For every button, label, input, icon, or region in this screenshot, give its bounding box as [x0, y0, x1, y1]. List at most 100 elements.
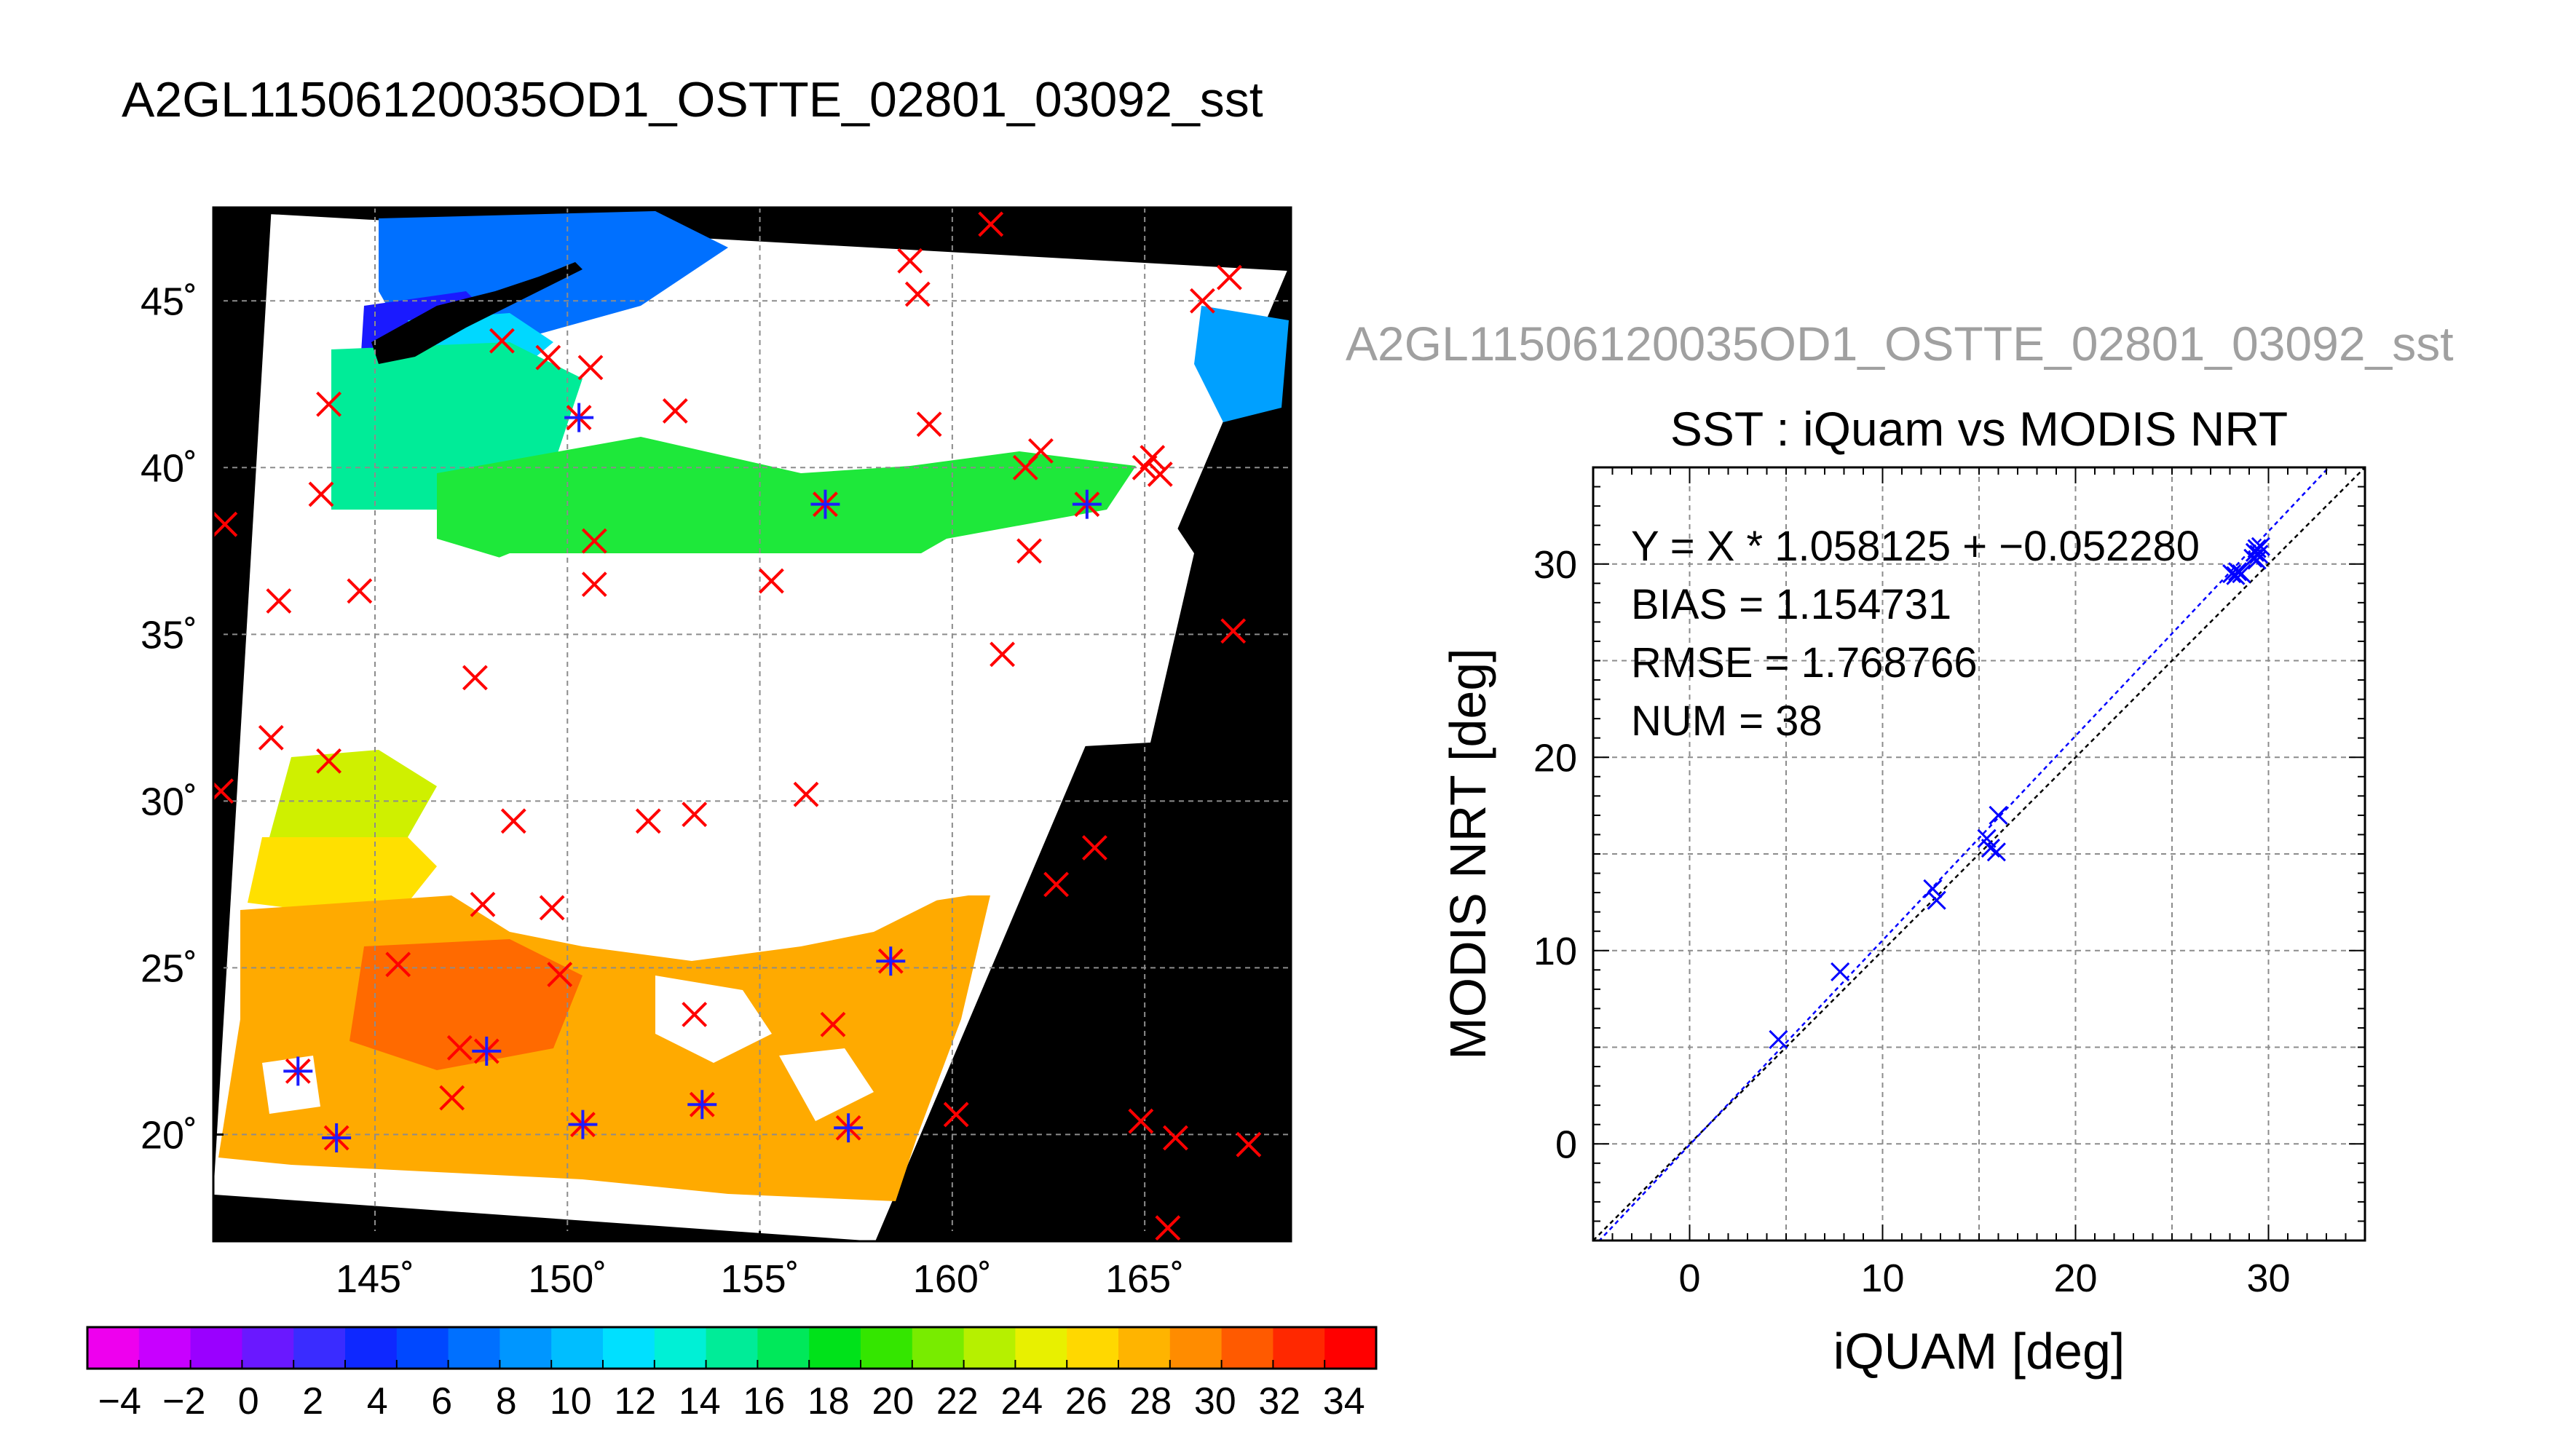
colorbar-swatch: [293, 1327, 346, 1369]
red-x-marker: [539, 895, 565, 921]
red-x-marker: [547, 962, 573, 987]
red-x-marker: [759, 568, 784, 594]
red-x-marker: [535, 344, 561, 371]
scatter-point: [2251, 537, 2270, 556]
matched-star-marker: [472, 1036, 502, 1066]
colorbar-tick-label: 6: [431, 1380, 452, 1423]
red-x-marker: [793, 781, 819, 807]
red-x-marker: [489, 328, 515, 354]
scatter-point: [1927, 890, 1946, 910]
red-x-marker: [446, 1034, 473, 1061]
red-x-marker: [385, 951, 411, 978]
map-y-tick-label: 35˚: [141, 613, 197, 657]
scatter-y-axis-label: MODIS NRT [deg]: [1440, 648, 1496, 1059]
red-x-marker: [978, 211, 1004, 237]
map-x-tick-label: 145˚: [336, 1257, 414, 1301]
colorbar-swatch: [87, 1327, 140, 1369]
scatter-point: [1977, 828, 1997, 848]
colorbar-tick-label: 30: [1194, 1380, 1236, 1423]
scatter-frame: [1592, 466, 2366, 1242]
map-grid: [213, 207, 1291, 1241]
colorbar-tick-label: 20: [872, 1380, 914, 1423]
red-x-marker: [266, 588, 292, 614]
map-y-ticks: 20˚ 25˚ 30˚ 35˚ 40˚ 45˚: [141, 280, 224, 1157]
scatter-panel: SST : iQuam vs MODIS NRT 0 10 20 30 0 10 20 30…: [1440, 402, 2366, 1380]
scatter-point: [1981, 838, 2000, 858]
sst-region-yellow-green: [269, 750, 437, 859]
scatter-y-tick-label: 30: [1533, 543, 1577, 587]
scatter-point: [2243, 548, 2263, 568]
red-x-marker: [347, 578, 373, 604]
red-x-marker: [820, 1011, 846, 1037]
colorbar-tick-label: 4: [367, 1380, 388, 1423]
colorbar-tick-label: 12: [614, 1380, 656, 1423]
red-x-marker: [662, 398, 688, 424]
matched-star-marker: [568, 1109, 598, 1139]
matched-star-marker: [283, 1056, 313, 1086]
matched-star-marker: [810, 489, 840, 519]
scatter-point: [1831, 962, 1850, 982]
scatter-annotation: Y = X * 1.058125 + −0.052280: [1631, 523, 2200, 570]
matched-star-marker: [687, 1090, 717, 1120]
scatter-x-tick-label: 0: [1678, 1257, 1700, 1300]
scatter-x-tick-labels: 0 10 20 30: [1678, 1257, 2290, 1300]
colorbar-tick-label: 16: [743, 1380, 785, 1423]
red-x-marker: [1132, 454, 1158, 480]
red-x-marker: [1236, 1131, 1262, 1158]
scatter-y-tick-label: 0: [1555, 1123, 1577, 1166]
red-x-marker: [635, 808, 661, 834]
map-frame: [212, 206, 1292, 1243]
red-x-marker: [1128, 1108, 1154, 1134]
red-x-marker: [1082, 835, 1107, 860]
colorbar-swatch: [861, 1327, 913, 1369]
red-x-marker: [1028, 438, 1054, 464]
colorbar-tick-label: 24: [1000, 1380, 1043, 1423]
colorbar-swatch: [757, 1327, 810, 1369]
red-x-marker: [1147, 462, 1173, 487]
colorbar-tick-label: −2: [162, 1380, 205, 1423]
red-x-marker: [943, 1101, 969, 1128]
red-x-marker: [308, 481, 334, 507]
colorbar-tick-label: 32: [1258, 1380, 1300, 1423]
colorbar-swatch: [1273, 1327, 1325, 1369]
map-panel: 145˚ 150˚ 155˚ 160˚ 165˚ 20˚ 25˚ 30˚ 35˚ 40˚ 45˚: [141, 206, 1292, 1301]
colorbar-tick-label: 22: [936, 1380, 979, 1423]
map-y-tick-label: 40˚: [141, 446, 197, 490]
scatter-annotations: Y = X * 1.058125 + −0.052280 BIAS = 1.154…: [1631, 523, 2200, 745]
colorbar-swatch: [551, 1327, 604, 1369]
scatter-title: SST : iQuam vs MODIS NRT: [1670, 402, 2288, 456]
map-y-tick-label: 45˚: [141, 280, 197, 323]
scatter-points: [1769, 537, 2270, 1049]
scatter-point: [2247, 550, 2267, 570]
scatter-point: [2222, 563, 2242, 584]
colorbar-tick-label: 28: [1129, 1380, 1172, 1423]
red-x-marker: [916, 411, 942, 438]
colorbar-frame: [86, 1326, 1378, 1370]
colorbar-tick-label: 14: [679, 1380, 721, 1423]
colorbar-swatch: [345, 1327, 398, 1369]
red-x-marker: [1220, 618, 1247, 644]
scatter-x-tick-label: 30: [2246, 1257, 2290, 1300]
scatter-annotation: BIAS = 1.154731: [1631, 581, 1951, 628]
map-markers: [213, 211, 1262, 1241]
colorbar-tick-label: 2: [302, 1380, 323, 1423]
scatter-x-axis-label: iQUAM [deg]: [1833, 1323, 2125, 1380]
colorbar-swatch: [706, 1327, 758, 1369]
red-x-marker: [990, 641, 1015, 668]
colorbar-swatch: [912, 1327, 965, 1369]
colorbar-swatch: [1067, 1327, 1119, 1369]
scatter-point: [1923, 879, 1943, 898]
colorbar-tick-label: −4: [98, 1380, 141, 1423]
scatter-point: [2228, 562, 2248, 582]
colorbar-swatch: [1015, 1327, 1067, 1369]
colorbar-swatch: [1118, 1327, 1171, 1369]
fit-line: [1598, 467, 2331, 1241]
scatter-point: [1986, 842, 2006, 862]
colorbar-tick-label: 34: [1323, 1380, 1365, 1423]
scatter-annotation: NUM = 38: [1631, 697, 1823, 745]
map-y-tick-label: 30˚: [141, 780, 197, 823]
colorbar-tick-label: 18: [807, 1380, 850, 1423]
colorbar: −4 −2 0 2 4 6 8 10 12 14 16 18 20 22 24 26 28 30 32 34: [86, 1326, 1378, 1423]
colorbar-tick-labels: −4 −2 0 2 4 6 8 10 12 14 16 18 20 22 24 26 28 30 32 34: [98, 1380, 1365, 1423]
